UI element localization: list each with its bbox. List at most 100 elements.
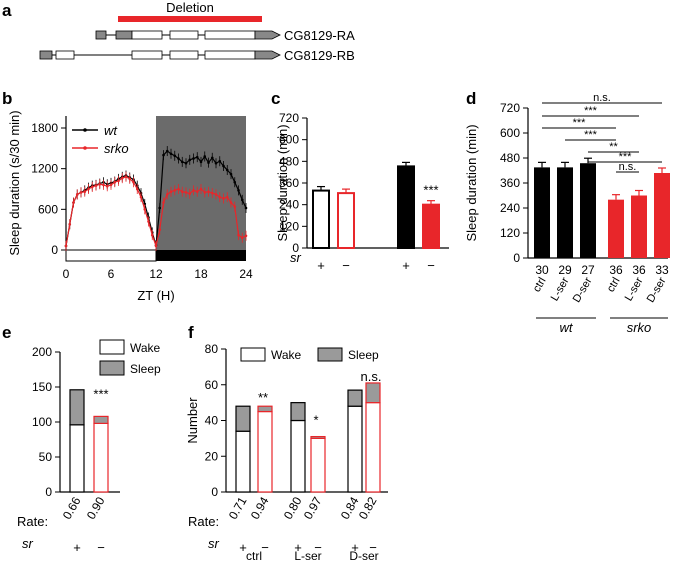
sr-row-label: sr (22, 536, 34, 551)
significance-marker: * (313, 413, 318, 428)
data-point (203, 191, 207, 194)
x-category-label: + (73, 540, 81, 555)
data-point (177, 157, 180, 160)
wake-segment (347, 405, 363, 493)
legend-label-sleep: Sleep (348, 348, 379, 362)
dark-phase-shade (156, 116, 246, 250)
legend-swatch-wake (240, 347, 266, 362)
y-tick-label: 240 (279, 198, 299, 212)
rb-exon (131, 50, 163, 60)
y-tick-label: 50 (39, 450, 53, 464)
wake-segment (235, 430, 251, 493)
sleep-segment (69, 389, 85, 426)
wake-segment (257, 410, 273, 493)
legend-label-sleep: Sleep (130, 362, 161, 376)
rate-value: 0.94 (248, 494, 272, 522)
x-category-label: − (97, 540, 105, 555)
data-point (195, 155, 199, 159)
x-category-label: − (261, 540, 269, 555)
panel-letter-f: f (188, 323, 194, 342)
data-point (132, 180, 135, 184)
bar (337, 192, 355, 250)
bar (608, 199, 624, 258)
significance-marker: *** (423, 183, 438, 198)
data-point (120, 176, 124, 180)
y-tick-label: 600 (500, 126, 520, 140)
sleep-segment (235, 405, 251, 432)
data-point (68, 222, 72, 226)
wake-segment (365, 402, 381, 493)
panel-letter-a: a (2, 1, 12, 20)
significance-marker: *** (93, 386, 108, 401)
bar (534, 167, 550, 258)
wake-segment (69, 424, 85, 493)
rb-utr5 (39, 50, 53, 60)
ra-exon (204, 30, 256, 40)
data-point (195, 190, 199, 194)
y-tick-label: 200 (32, 345, 52, 359)
rate-value: 0.90 (84, 494, 108, 522)
data-point (188, 158, 192, 162)
n-label: 27 (581, 263, 595, 277)
data-point (94, 184, 98, 187)
data-point (233, 180, 237, 184)
group-label: D-ser (349, 549, 378, 563)
data-point (237, 189, 240, 192)
x-tick-label: 24 (239, 267, 253, 281)
y-axis-label: Sleep duration (min) (275, 124, 290, 241)
rb-utr3 (254, 50, 281, 60)
data-point (124, 175, 128, 179)
data-point (199, 160, 203, 164)
y-tick-label: 20 (205, 449, 219, 463)
sr-row-label: sr (208, 536, 220, 551)
transcript-ra-label: CG8129-RA (284, 28, 355, 43)
x-category-label: + (402, 258, 410, 273)
y-tick-label: 100 (32, 415, 52, 429)
x-category-label: − (427, 258, 435, 273)
data-point (192, 157, 195, 160)
sleep-segment (257, 405, 273, 413)
data-point (244, 234, 248, 238)
data-point (240, 236, 244, 240)
data-point (184, 191, 188, 194)
data-point (207, 190, 210, 194)
data-point (128, 177, 132, 181)
data-point (180, 190, 184, 194)
data-point (188, 192, 192, 196)
deletion-bar (118, 16, 262, 22)
significance-label: ** (609, 141, 618, 153)
rate-value: 0.80 (281, 494, 305, 522)
data-point (143, 208, 147, 211)
bar (580, 163, 596, 258)
y-tick-label: 120 (279, 219, 299, 233)
y-tick-label: 240 (500, 201, 520, 215)
y-tick-label: 0 (513, 251, 520, 265)
ra-exon (169, 30, 199, 40)
group-label: ctrl (246, 549, 262, 563)
ra-exon (115, 30, 133, 40)
x-category-label: L-ser (549, 275, 572, 303)
y-tick-label: 40 (205, 414, 219, 428)
rb-exon (169, 50, 199, 60)
legend-label-wt: wt (104, 123, 118, 138)
y-tick-label: 120 (500, 226, 520, 240)
data-point (218, 195, 222, 199)
data-point (225, 195, 229, 199)
y-tick-label: 720 (279, 111, 299, 125)
gene-model: Deletion CG8129-RA CG8129-RB (39, 0, 355, 63)
data-point (98, 182, 102, 186)
y-tick-label: 480 (279, 154, 299, 168)
data-point (214, 161, 218, 165)
panel-letter-b: b (2, 89, 12, 108)
bar (557, 167, 573, 258)
x-category-label: ctrl (531, 276, 549, 295)
rate-value: 0.66 (60, 494, 84, 522)
bar (312, 189, 330, 249)
data-point (75, 193, 79, 196)
x-category-label: − (369, 540, 377, 555)
sleep-segment (290, 402, 306, 422)
data-point (173, 154, 177, 158)
n-label: 36 (632, 263, 646, 277)
panel-letter-e: e (2, 323, 11, 342)
